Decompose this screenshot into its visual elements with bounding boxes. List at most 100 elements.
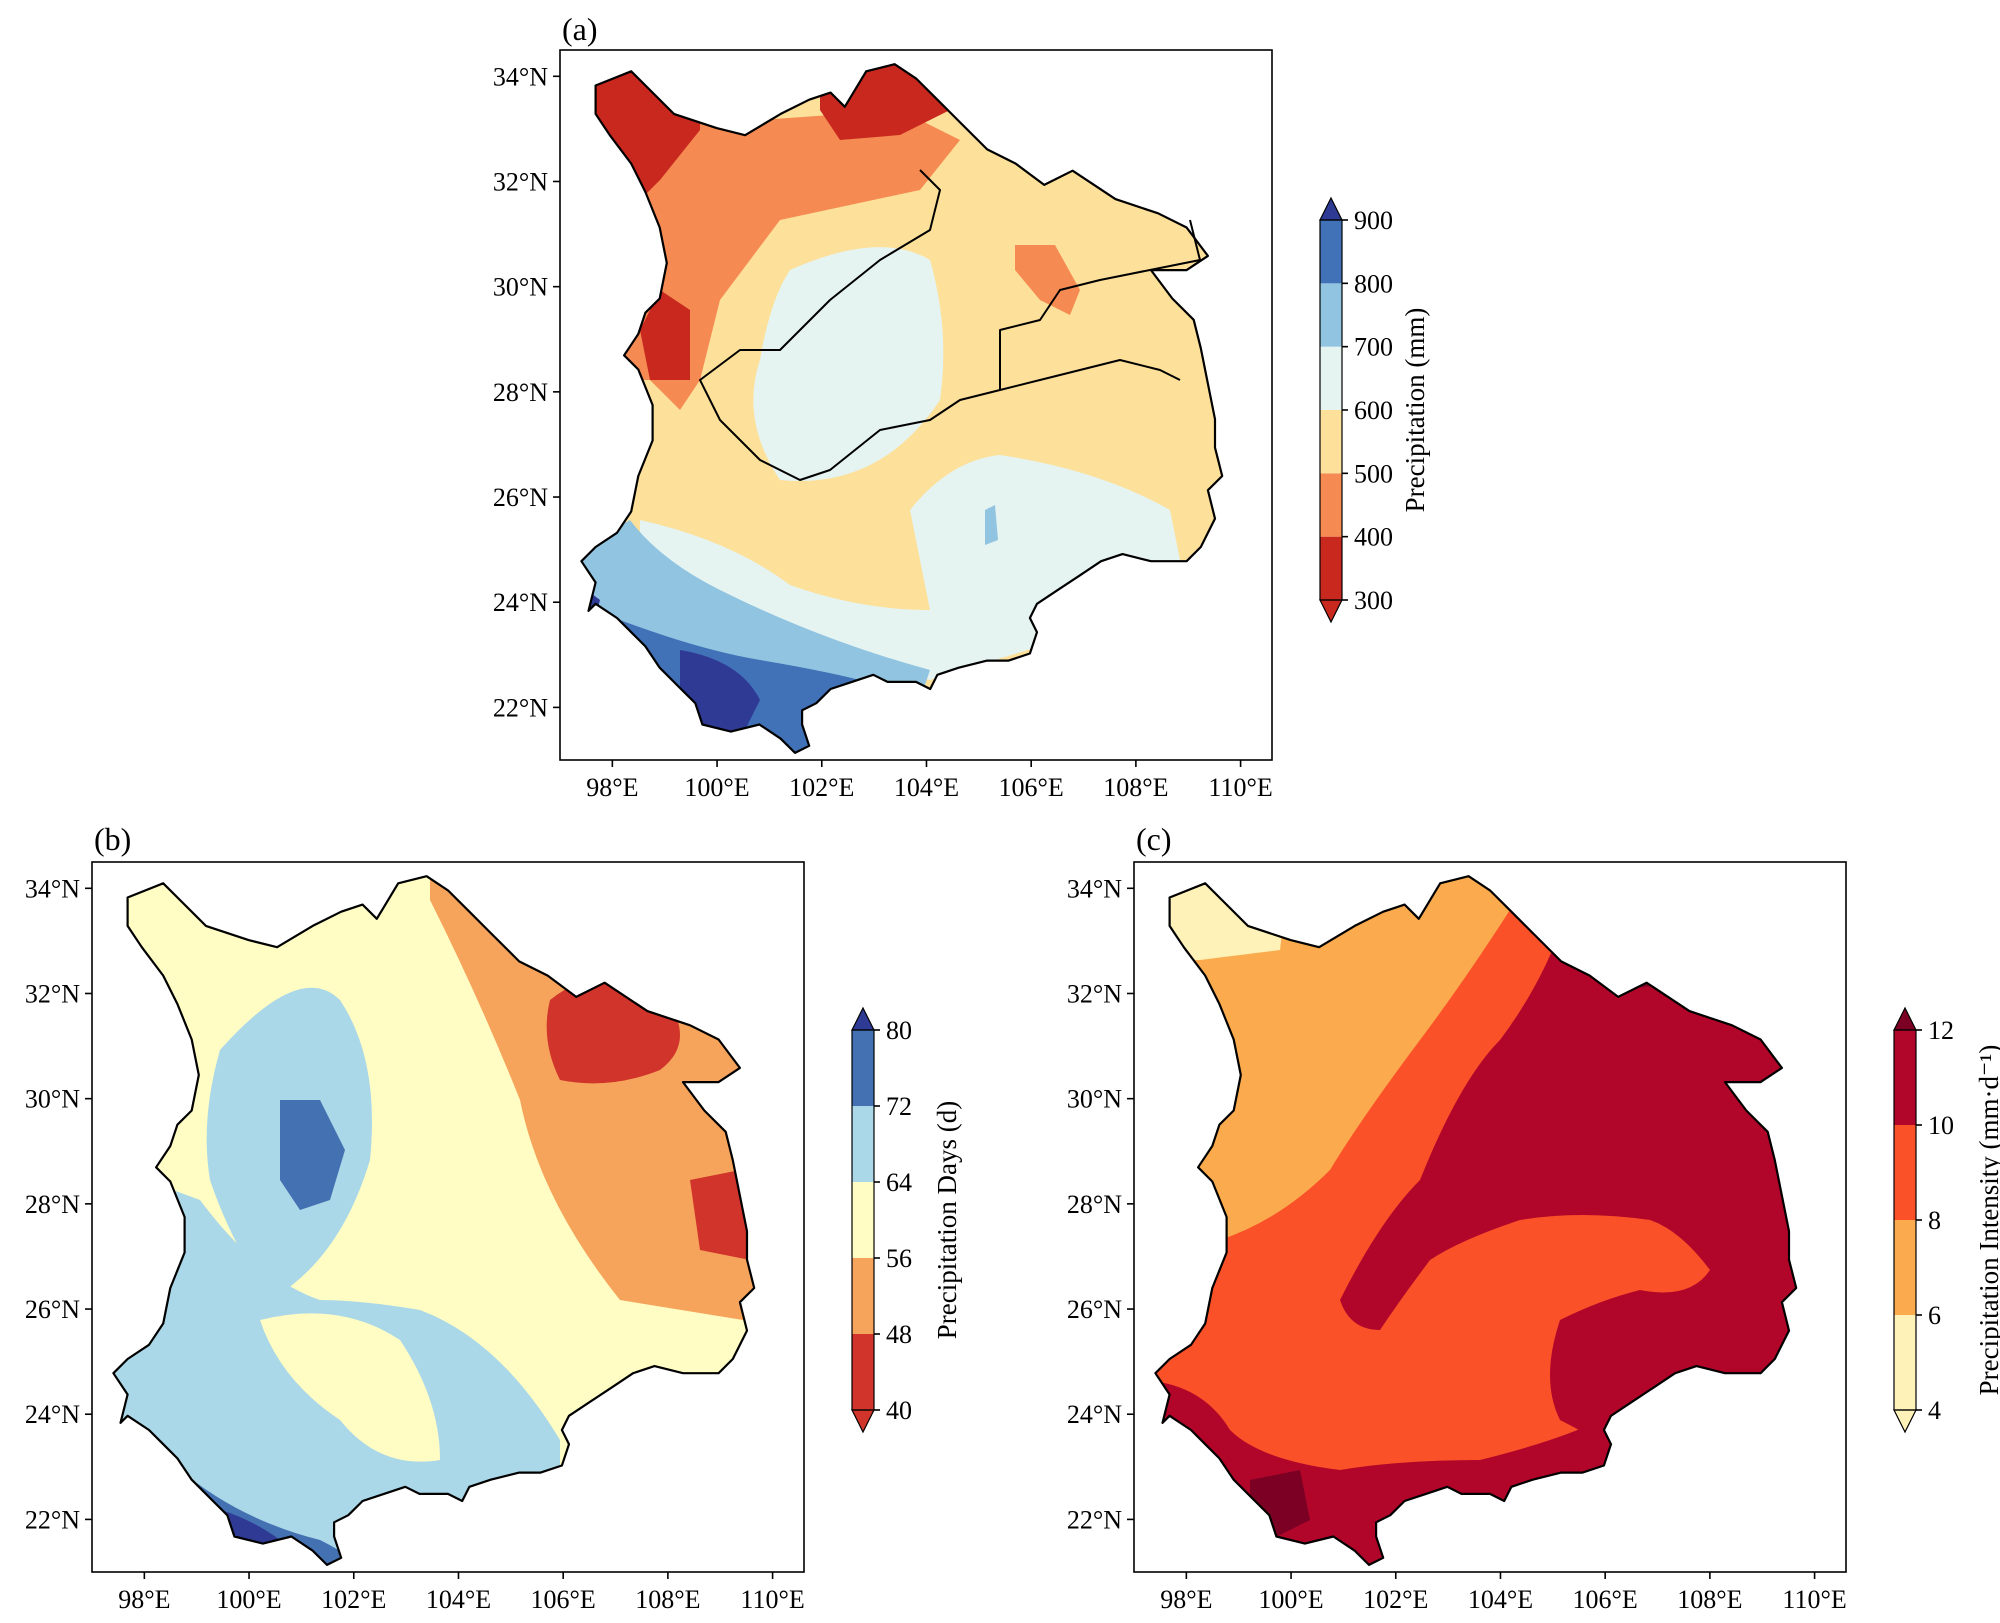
panel-c-label: (c) [1136, 821, 1172, 857]
colorbar-segment [1320, 283, 1342, 347]
lat-tick-label: 30°N [493, 273, 548, 302]
lon-tick-label: 106°E [531, 1585, 596, 1614]
lon-tick-label: 110°E [1782, 1585, 1846, 1614]
colorbar-segment [852, 1030, 874, 1106]
colorbar-tick-label: 800 [1354, 269, 1393, 298]
colorbar-extend-max [1319, 196, 1343, 221]
colorbar-tick-label: 64 [886, 1168, 912, 1197]
panel-b-colorbar: 40 48 56 64 72 80 Precipitation Days (d) [851, 1006, 962, 1434]
lat-tick-label: 28°N [493, 378, 548, 407]
panel-a-region-outline [580, 63, 1224, 754]
fill-300-400-w [640, 290, 690, 380]
fill-72-80-north [280, 1100, 345, 1210]
fill-400-500-east [1015, 245, 1080, 315]
colorbar-title: Precipitation (mm) [1400, 308, 1430, 513]
panel-a-province-boundary-2 [999, 219, 1201, 390]
colorbar-title: Precipitation Intensity (mm·d⁻¹) [1974, 1045, 2000, 1396]
colorbar-tick-label: 10 [1928, 1111, 1954, 1140]
colorbar-segment [852, 1182, 874, 1258]
lat-tick-label: 32°N [493, 167, 548, 196]
lon-tick-label: 108°E [1103, 773, 1168, 802]
lat-tick-label: 24°N [25, 1400, 80, 1429]
lat-tick-label: 22°N [1067, 1505, 1122, 1534]
panel-b-axis-ticks: 98°E 100°E 102°E 104°E 106°E 108°E 110°E 22°N 24… [25, 874, 805, 1614]
colorbar-tick-label: 500 [1354, 459, 1393, 488]
lon-tick-label: 104°E [426, 1585, 491, 1614]
lon-tick-label: 108°E [635, 1585, 700, 1614]
panel-a-frame [559, 49, 1273, 761]
lat-tick-label: 34°N [493, 62, 548, 91]
panel-b-frame [91, 861, 805, 1573]
lon-tick-label: 106°E [999, 773, 1064, 802]
lon-tick-label: 102°E [1363, 1585, 1428, 1614]
lon-tick-label: 100°E [684, 773, 749, 802]
colorbar-segment [1320, 473, 1342, 537]
lon-tick-label: 106°E [1573, 1585, 1638, 1614]
fill-600-700-center [753, 247, 944, 481]
panel-b-contour-fill [113, 876, 755, 1565]
panel-c-precipitation-intensity: (c) 98°E 100°E 102°E 104°E 106°E 108°E 110°E 22… [1067, 821, 2000, 1614]
colorbar-extend-max [1893, 1006, 1917, 1031]
colorbar-tick-label: 12 [1928, 1016, 1954, 1045]
panel-a-precipitation: (a) 98°E 100°E 102°E 104°E 106°E 108°E 110°E 22… [493, 11, 1430, 802]
panel-b-region-outline [112, 875, 756, 1566]
colorbar-extend-max [851, 1006, 875, 1031]
colorbar-tick-label: 6 [1928, 1301, 1941, 1330]
lat-tick-label: 26°N [25, 1295, 80, 1324]
lat-tick-label: 28°N [1067, 1190, 1122, 1219]
colorbar-tick-label: 48 [886, 1320, 912, 1349]
colorbar-segment [852, 1258, 874, 1334]
fill-700-800 [581, 520, 930, 700]
colorbar-title: Precipitation Days (d) [932, 1101, 962, 1339]
lat-tick-label: 26°N [493, 483, 548, 512]
colorbar-tick-label: 56 [886, 1244, 912, 1273]
panel-c-frame [1133, 861, 1847, 1573]
fill-over-12-north [1620, 950, 1660, 990]
fill-4-6 [1155, 876, 1290, 960]
colorbar-tick-label: 72 [886, 1092, 912, 1121]
colorbar-extend-min [1319, 599, 1343, 624]
lon-tick-label: 98°E [1160, 1585, 1212, 1614]
lon-tick-label: 102°E [789, 773, 854, 802]
panel-a-colorbar: 300 400 500 600 700 800 900 Precipitation (mm) [1319, 196, 1430, 624]
colorbar-tick-label: 400 [1354, 523, 1393, 552]
lat-tick-label: 22°N [25, 1505, 80, 1534]
lat-tick-label: 28°N [25, 1190, 80, 1219]
colorbar-tick-label: 80 [886, 1016, 912, 1045]
colorbar-frame [851, 1029, 875, 1411]
panel-a-contour-fill [581, 64, 1223, 753]
colorbar-tick-label: 600 [1354, 396, 1393, 425]
colorbar-segment [1894, 1315, 1916, 1410]
panel-c-colorbar: 4 6 8 10 12 Precipitation Intensity (mm·d⁻¹) [1893, 1006, 2000, 1434]
lon-tick-label: 100°E [1258, 1585, 1323, 1614]
lon-tick-label: 98°E [586, 773, 638, 802]
lat-tick-label: 32°N [25, 979, 80, 1008]
panel-c-axis-ticks: 98°E 100°E 102°E 104°E 106°E 108°E 110°E 22°N 24… [1067, 874, 1847, 1614]
colorbar-segment [1320, 410, 1342, 474]
colorbar-tick-label: 700 [1354, 333, 1393, 362]
colorbar-segment [852, 1334, 874, 1410]
lon-tick-label: 98°E [118, 1585, 170, 1614]
lat-tick-label: 30°N [25, 1085, 80, 1114]
lon-tick-label: 104°E [894, 773, 959, 802]
panel-b-precipitation-days: (b) 98°E 100°E 102°E 104°E 106°E 108°E 110°E 22… [25, 821, 962, 1614]
colorbar-tick-label: 8 [1928, 1206, 1941, 1235]
fill-56-64-pocket [260, 1313, 440, 1462]
lat-tick-label: 34°N [25, 874, 80, 903]
lat-tick-label: 30°N [1067, 1085, 1122, 1114]
lon-tick-label: 110°E [1208, 773, 1272, 802]
lat-tick-label: 34°N [1067, 874, 1122, 903]
panel-a-label: (a) [562, 11, 598, 47]
lat-tick-label: 24°N [1067, 1400, 1122, 1429]
fill-over-900 [581, 570, 760, 740]
fill-700-800-spot [985, 505, 998, 545]
colorbar-segment [1894, 1220, 1916, 1315]
panel-c-region-outline [1154, 875, 1798, 1566]
lat-tick-label: 24°N [493, 588, 548, 617]
colorbar-segment [1320, 536, 1342, 600]
colorbar-extend-min [1893, 1409, 1917, 1434]
panel-c-contour-fill [1155, 876, 1797, 1565]
fill-40-48-center [546, 977, 680, 1084]
lon-tick-label: 104°E [1468, 1585, 1533, 1614]
